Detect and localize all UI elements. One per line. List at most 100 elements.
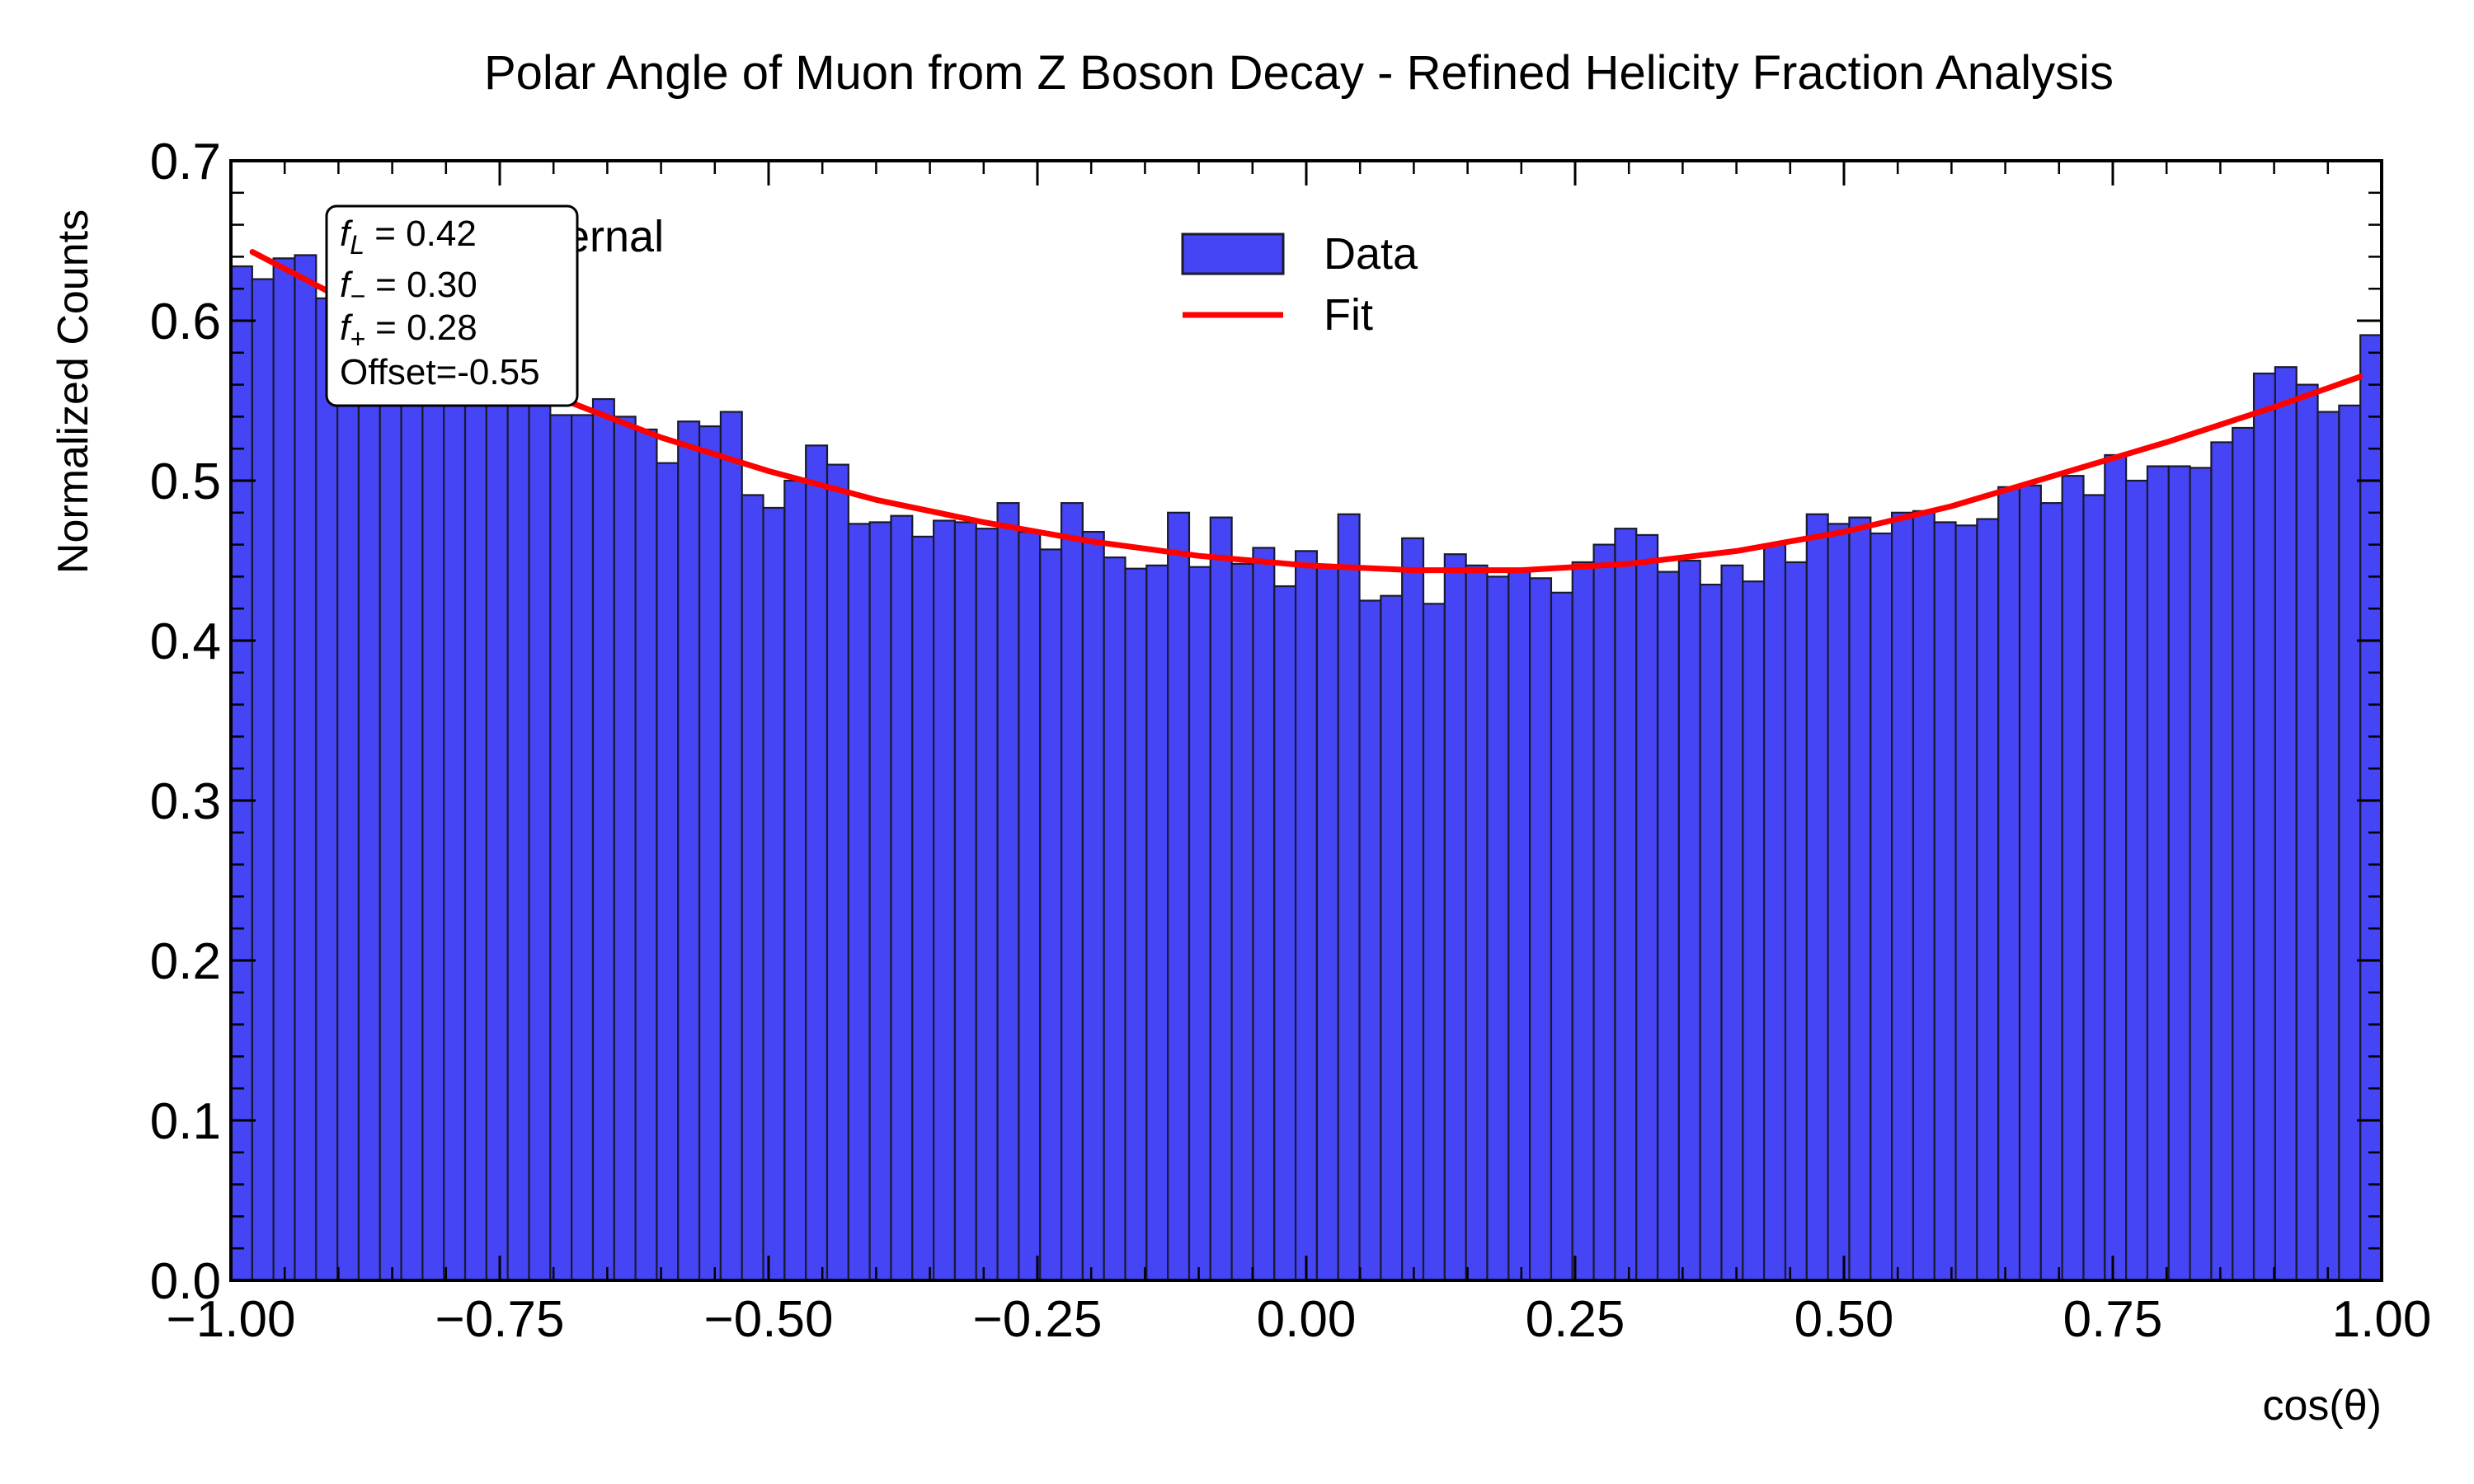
histogram-bar	[2210, 441, 2234, 1282]
y-tick-label: 0.1	[150, 1093, 221, 1150]
fit-param-line: fL = 0.42	[340, 214, 477, 260]
histogram-bar	[1039, 548, 1063, 1282]
histogram-bar	[2252, 372, 2276, 1282]
histogram-bar	[591, 397, 615, 1282]
x-tick-label: 0.00	[1257, 1291, 1357, 1348]
histogram-bar	[1358, 599, 1382, 1282]
histogram-bar	[805, 444, 829, 1282]
histogram-bar	[1635, 533, 1659, 1282]
histogram-bar	[2039, 502, 2063, 1282]
fit-param-line: f+ = 0.28	[340, 308, 477, 354]
histogram-bar	[1848, 516, 1872, 1282]
x-tick-label: 0.75	[2063, 1291, 2163, 1348]
histogram-bar	[1699, 583, 1723, 1282]
x-tick-label: −0.25	[973, 1291, 1103, 1348]
x-tick-label: 0.25	[1526, 1291, 1625, 1348]
histogram-bar	[549, 414, 573, 1282]
chart-title: Polar Angle of Muon from Z Boson Decay -…	[484, 46, 2114, 100]
histogram-bar	[571, 414, 595, 1282]
histogram-bar	[1784, 561, 1808, 1282]
histogram-bar	[1571, 561, 1595, 1282]
histogram-bar	[528, 402, 552, 1282]
histogram-bar	[1507, 567, 1531, 1282]
histogram-bar	[1230, 562, 1254, 1282]
histogram-bar	[1870, 532, 1893, 1282]
x-tick-label: −0.75	[435, 1291, 565, 1348]
histogram-bar	[400, 344, 424, 1282]
histogram-bar	[1145, 564, 1169, 1282]
histogram-bar	[2316, 411, 2340, 1282]
y-tick-label: 0.5	[150, 453, 221, 510]
histogram-bar	[463, 373, 487, 1282]
legend-label-data: Data	[1324, 229, 1418, 279]
histogram-bar	[762, 506, 786, 1282]
histogram-bar	[485, 383, 509, 1282]
histogram-bar	[656, 462, 680, 1282]
histogram-bar	[2125, 479, 2149, 1282]
histogram-bar	[2061, 475, 2085, 1282]
histogram-bar	[2189, 467, 2213, 1282]
histogram-bar	[868, 521, 892, 1282]
histogram-bar	[933, 519, 957, 1282]
histogram-bar	[1550, 591, 1573, 1282]
histogram-bar	[634, 428, 658, 1282]
histogram-bar	[2082, 494, 2106, 1282]
histogram-bar	[1997, 486, 2021, 1282]
x-tick-label: −0.50	[704, 1291, 834, 1348]
histogram-bar	[1954, 524, 1978, 1282]
histogram-bar	[1209, 516, 1233, 1282]
histogram-bar	[1188, 566, 1211, 1282]
y-tick-label: 0.0	[150, 1253, 221, 1310]
histogram-bar	[1890, 511, 1915, 1282]
x-tick-label: −1.00	[167, 1291, 296, 1348]
histogram-bar	[677, 420, 701, 1282]
histogram-bar	[1933, 521, 1957, 1282]
legend-label-fit: Fit	[1324, 290, 1373, 340]
histogram-bar	[719, 411, 743, 1282]
histogram-bar	[1976, 518, 2000, 1282]
histogram-bar	[1742, 580, 1766, 1282]
histogram-bar	[1592, 543, 1616, 1282]
histogram-bar	[1443, 553, 1467, 1282]
histogram-bar	[847, 523, 871, 1282]
histogram-bar	[1380, 594, 1404, 1282]
histogram-bar	[336, 313, 360, 1282]
histogram-bar	[1614, 528, 1638, 1282]
y-axis-label: Normalized Counts	[49, 209, 97, 574]
tick-labels: −1.00 −0.75 −0.50 −0.25 0.00 0.25 0.50 0.75 1.00…	[150, 134, 2432, 1348]
histogram-bar	[1018, 530, 1042, 1282]
histogram-bar	[953, 521, 977, 1282]
histogram-bar	[698, 425, 722, 1282]
histogram-bar	[1677, 559, 1701, 1282]
axis-ticks	[229, 159, 2383, 1282]
histogram-bar	[783, 479, 807, 1282]
fit-line	[249, 249, 2363, 574]
histogram-bar	[2167, 465, 2191, 1282]
histogram-bar	[315, 297, 339, 1282]
histogram-bar	[825, 463, 849, 1282]
histogram-bar	[1401, 537, 1425, 1282]
histogram-bar	[229, 265, 253, 1282]
histogram-bar	[357, 322, 381, 1282]
y-tick-label: 0.4	[150, 613, 221, 670]
histogram-bar	[2232, 426, 2255, 1282]
histogram-bar	[1465, 564, 1489, 1282]
histogram-bar	[1252, 547, 1276, 1282]
y-tick-label: 0.2	[150, 933, 221, 990]
y-tick-label: 0.7	[150, 134, 221, 190]
x-tick-label: 1.00	[2332, 1291, 2432, 1348]
histogram-bar	[1273, 585, 1297, 1282]
histogram-bar	[996, 502, 1020, 1282]
fit-param-line: f− = 0.30	[340, 265, 477, 311]
histogram-bar	[975, 528, 999, 1282]
histogram-bar	[1294, 550, 1319, 1282]
histogram-bar	[443, 366, 467, 1282]
histogram-bar	[1167, 511, 1191, 1282]
y-tick-label: 0.3	[150, 773, 221, 830]
histogram-bar	[2146, 465, 2170, 1282]
legend-swatch-data	[1181, 232, 1285, 275]
histogram-bar	[1337, 513, 1361, 1282]
histogram-bar	[1912, 510, 1935, 1282]
histogram-bar	[2274, 366, 2298, 1282]
